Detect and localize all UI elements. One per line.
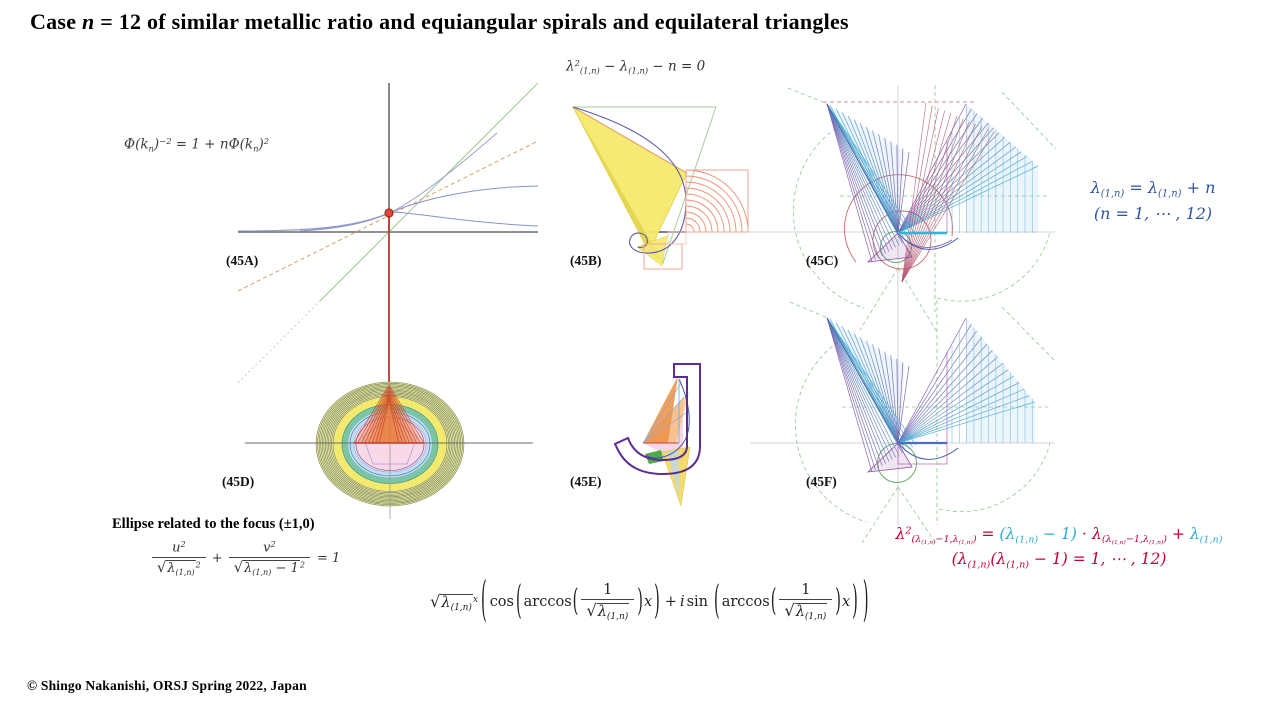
panel-45c-plot: [750, 85, 1057, 333]
plus-operator: +: [664, 594, 677, 611]
panel-label-45a: (45A): [226, 253, 259, 268]
panel-45d-plot: [245, 381, 533, 519]
red-formula-line2: (λ(1,n)(λ(1,n) − 1) = 1, ⋯ , 12): [951, 550, 1167, 571]
fraction-u: u2 √λ(1,n)2: [152, 540, 206, 578]
imaginary-i: i: [679, 594, 685, 611]
panel-45f-plot: [750, 300, 1057, 546]
red-segment-2: ⋅ λ(λ(1,n)−1,λ(1,n)) +: [1076, 525, 1190, 547]
formula-45a: Φ(kn)−2 = 1 + nΦ(kn)2: [124, 136, 270, 154]
ellipse-caption: Ellipse related to the focus (±1,0): [112, 516, 315, 532]
formula-45c-blue: λ(1,n) = λ(1,n) + n (n = 1, ⋯ , 12): [1046, 176, 1260, 226]
fraction-v: v2 √λ(1,n) − 12: [228, 540, 310, 578]
red-segment-1: λ2(λ(1,n)−1,λ(1,n)) =: [895, 525, 1000, 547]
arccos-function: arccos: [721, 594, 770, 611]
panel-label-45d: (45D): [222, 474, 255, 489]
complex-spiral-formula: √λ(1,n)x ( cos ( arccos ( 1 √λ(1,n) ) x …: [430, 575, 869, 629]
intersection-point: [384, 208, 394, 218]
title-variable: n: [81, 9, 95, 34]
panel-45a-plot: [237, 82, 539, 384]
cyan-segment-2: λ(1,n): [1189, 525, 1223, 546]
panel-45f-fan: [826, 317, 1036, 473]
fraction-one-over-root: 1 √λ(1,n): [779, 581, 833, 623]
radical-group: √λ(1,n)x: [430, 591, 479, 613]
panel-label-45c: (45C): [806, 253, 839, 268]
formula-red-cyan: λ2(λ(1,n)−1,λ(1,n)) = (λ(1,n) − 1) ⋅ λ(λ…: [838, 523, 1280, 572]
ellipse-equation: u2 √λ(1,n)2 + v2 √λ(1,n) − 12 = 1: [150, 540, 340, 578]
arccos-function: arccos: [523, 594, 572, 611]
title-prefix: Case: [30, 9, 82, 34]
cos-function: cos: [489, 594, 514, 611]
title-suffix: = 12 of similar metallic ratio and equia…: [94, 9, 849, 34]
panel-45c-fan: [826, 102, 1039, 283]
fraction-one-over-root: 1 √λ(1,n): [581, 581, 635, 623]
plus-operator: +: [211, 551, 223, 567]
panel-45e-plot: [613, 363, 701, 507]
formula-45b: λ2(1,n) − λ(1,n) − n = 0: [566, 58, 706, 76]
panel-45b-arcs: [643, 169, 749, 270]
copyright-footer: © Shingo Nakanishi, ORSJ Spring 2022, Ja…: [27, 678, 307, 693]
sin-function: sin: [686, 594, 709, 611]
formula-45c-line1: λ(1,n) = λ(1,n) + n: [1090, 178, 1216, 200]
formula-45c-line2: (n = 1, ⋯ , 12): [1093, 204, 1213, 224]
figure-title: Case n = 12 of similar metallic ratio an…: [30, 9, 849, 35]
panel-label-45e: (45E): [570, 474, 602, 489]
panel-label-45b: (45B): [570, 253, 602, 268]
panel-45b-plot: [572, 105, 806, 270]
panel-label-45f: (45F): [806, 474, 837, 489]
cyan-segment-1: (λ(1,n) − 1): [999, 525, 1077, 546]
equals-one: = 1: [316, 551, 341, 567]
